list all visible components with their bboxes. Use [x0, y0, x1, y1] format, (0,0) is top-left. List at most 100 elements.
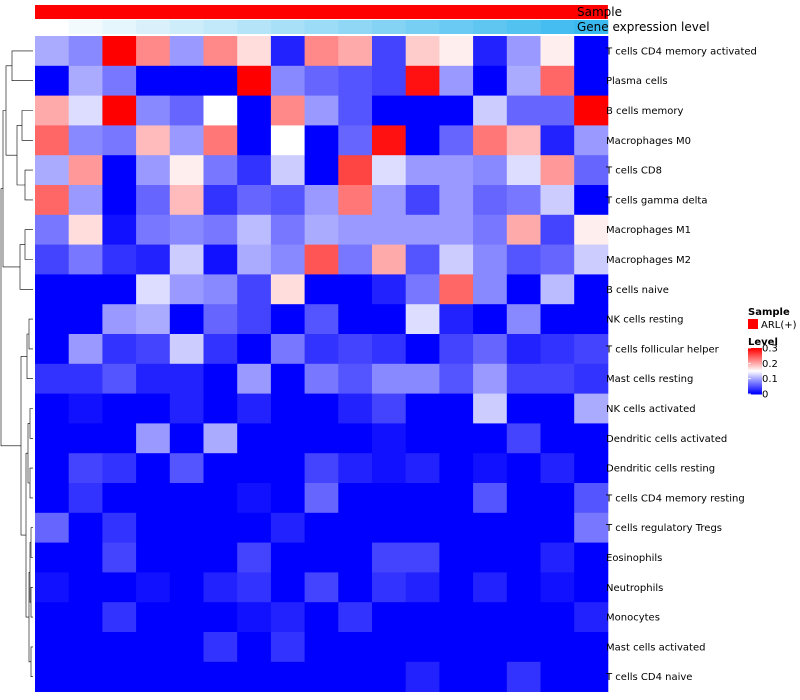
heatmap-cell	[540, 214, 575, 245]
row-label: T cells CD4 memory resting	[605, 493, 745, 504]
colorbar-step	[748, 352, 762, 354]
heatmap-cell	[439, 602, 474, 633]
heatmap-cell	[203, 483, 238, 514]
heatmap-cell	[473, 185, 508, 216]
heatmap-cell	[237, 602, 272, 633]
heatmap-cell	[372, 572, 407, 603]
heatmap-cell	[304, 572, 339, 603]
heatmap-cell	[506, 304, 541, 335]
dendrogram-branch	[2, 110, 20, 268]
row-label: T cells regulatory Tregs	[605, 523, 722, 534]
colorbar-step	[748, 393, 762, 395]
expression-annotation-cell	[270, 20, 305, 34]
colorbar-step	[748, 388, 762, 390]
heatmap-cell	[506, 393, 541, 424]
heatmap-cell	[35, 334, 70, 365]
heatmap-cell	[169, 632, 204, 663]
row-label: T cells CD4 memory activated	[605, 46, 757, 57]
heatmap-cell	[338, 393, 373, 424]
heatmap-cell	[169, 483, 204, 514]
heatmap-cell	[68, 125, 103, 156]
heatmap-cell	[270, 572, 305, 603]
dendrogram-branch	[30, 587, 33, 618]
heatmap-cell	[203, 65, 238, 96]
heatmap-cell	[540, 542, 575, 573]
heatmap-cell	[68, 65, 103, 96]
heatmap-cell	[237, 393, 272, 424]
row-label: T cells gamma delta	[605, 195, 707, 206]
heatmap-cell	[35, 363, 70, 394]
heatmap-cell	[136, 512, 171, 543]
heatmap-cell	[203, 334, 238, 365]
heatmap-cell	[506, 483, 541, 514]
heatmap-cell	[203, 423, 238, 454]
heatmap-cell	[405, 125, 440, 156]
heatmap-cell	[68, 512, 103, 543]
colorbar-tick-label: 0	[762, 390, 768, 401]
legend-sample-swatch	[748, 319, 758, 329]
heatmap-cell	[372, 155, 407, 186]
colorbar-step	[748, 390, 762, 392]
heatmap-cell	[372, 274, 407, 305]
heatmap-cell	[68, 602, 103, 633]
heatmap-cell	[270, 274, 305, 305]
colorbar-step	[748, 367, 762, 369]
heatmap-cell	[35, 274, 70, 305]
heatmap-cell	[540, 483, 575, 514]
heatmap-cell	[169, 453, 204, 484]
heatmap-cell	[304, 363, 339, 394]
heatmap-cell	[473, 661, 508, 692]
heatmap-cell	[237, 36, 272, 67]
heatmap-cell	[473, 512, 508, 543]
heatmap-cell	[136, 632, 171, 663]
heatmap-cell	[372, 125, 407, 156]
colorbar-step	[748, 349, 762, 351]
heatmap-cell	[338, 453, 373, 484]
row-dendrogram	[0, 50, 33, 677]
heatmap-cell	[574, 393, 609, 424]
heatmap-cell	[338, 244, 373, 275]
heatmap-cell	[237, 453, 272, 484]
heatmap-cell	[506, 632, 541, 663]
heatmap-cell	[102, 125, 137, 156]
heatmap-cell	[439, 244, 474, 275]
heatmap-cell	[304, 185, 339, 216]
heatmap-cell	[203, 274, 238, 305]
heatmap-cell	[574, 65, 609, 96]
heatmap-cell	[439, 65, 474, 96]
heatmap-cell	[136, 453, 171, 484]
heatmap-cell	[102, 304, 137, 335]
row-label: Monocytes	[606, 613, 660, 624]
heatmap-cell	[574, 185, 609, 216]
heatmap-cell	[372, 512, 407, 543]
legend-level-colorbar	[748, 348, 762, 395]
expression-annotation-cell	[35, 20, 70, 34]
heatmap-cell	[102, 95, 137, 126]
heatmap-cell	[574, 602, 609, 633]
heatmap-cell	[169, 244, 204, 275]
heatmap-cell	[372, 602, 407, 633]
expression-annotation-cell	[405, 20, 440, 34]
heatmap-cell	[136, 572, 171, 603]
colorbar-step	[748, 357, 762, 359]
heatmap-cell	[237, 244, 272, 275]
heatmap-cell	[473, 125, 508, 156]
heatmap-cell	[304, 483, 339, 514]
heatmap-cell	[540, 125, 575, 156]
colorbar-step	[748, 364, 762, 366]
heatmap-cell	[405, 95, 440, 126]
heatmap-cell	[35, 632, 70, 663]
heatmap-cell	[35, 36, 70, 67]
heatmap-cell	[439, 95, 474, 126]
heatmap-cell	[136, 661, 171, 692]
heatmap-cell	[136, 125, 171, 156]
row-label: Eosinophils	[606, 553, 662, 564]
row-label: Macrophages M2	[606, 255, 691, 266]
colorbar-tick-label: 0.1	[762, 374, 778, 385]
heatmap-cell	[203, 542, 238, 573]
heatmap-cell	[237, 632, 272, 663]
heatmap-cell	[169, 36, 204, 67]
row-label: T cells follicular helper	[605, 344, 720, 355]
heatmap-cell	[338, 363, 373, 394]
heatmap-cell	[169, 363, 204, 394]
